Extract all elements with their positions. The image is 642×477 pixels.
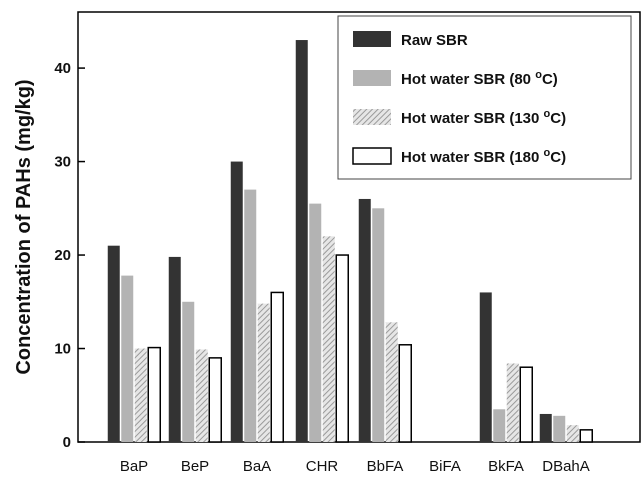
bar-BaP-series-4 [147, 346, 161, 443]
x-axis-tick-labels: BaP BeP BaA CHR BbFA BiFA BkFA DBahA [120, 458, 590, 475]
y-tick-label: 30 [54, 154, 71, 171]
bar-BaA-series-2 [244, 189, 257, 442]
legend: Raw SBR Hot water SBR (80 oC) Hot water SB… [337, 15, 632, 180]
legend-swatch-4 [352, 147, 392, 165]
bar-BaA-series-4 [270, 291, 284, 443]
bar-group-BaA [230, 161, 284, 443]
x-tick-label-BbFA: BbFA [367, 458, 404, 475]
bar-BbFA-series-4 [398, 344, 412, 443]
legend-label-3: Hot water SBR (130 oC) [401, 108, 566, 127]
bar-series [107, 40, 593, 443]
bar-BeP-series-2 [182, 301, 195, 442]
legend-swatch-2 [353, 70, 391, 86]
bar-BbFA-series-1 [358, 198, 371, 442]
bar-CHR-series-4 [335, 254, 349, 443]
y-axis-title: Concentration of PAHs (mg/kg) [13, 79, 35, 374]
y-tick-label: 40 [54, 60, 71, 77]
legend-swatch-1 [353, 31, 391, 47]
x-tick-label-BaP: BaP [120, 458, 148, 475]
bar-BeP-series-1 [168, 256, 181, 442]
x-tick-label-CHR: CHR [306, 458, 339, 475]
bar-DBahA-series-3 [566, 425, 579, 442]
y-tick-label: 10 [54, 341, 71, 358]
bar-group-CHR [295, 40, 349, 443]
bar-BkFA-series-3 [506, 363, 519, 442]
bar-group-DBahA [539, 413, 593, 443]
bar-BeP-series-4 [208, 357, 222, 443]
bar-BkFA-series-2 [493, 409, 506, 442]
legend-label-1: Raw SBR [401, 32, 468, 49]
bar-CHR-series-2 [309, 203, 322, 442]
x-tick-label-BiFA: BiFA [429, 458, 461, 475]
bar-group-BeP [168, 256, 222, 443]
legend-label-2: Hot water SBR (80 oC) [401, 69, 558, 88]
bar-BkFA-series-4 [519, 366, 533, 443]
bar-BbFA-series-2 [372, 208, 385, 442]
bar-DBahA-series-2 [553, 415, 566, 442]
bar-BaA-series-3 [257, 303, 270, 442]
bar-BkFA-series-1 [479, 292, 492, 442]
bar-BaA-series-1 [230, 161, 243, 442]
legend-label-4: Hot water SBR (180 oC) [401, 147, 566, 166]
bar-BeP-series-3 [195, 349, 208, 442]
x-tick-label-BkFA: BkFA [488, 458, 524, 475]
bar-BbFA-series-3 [385, 322, 398, 442]
y-tick-label: 0 [63, 434, 71, 451]
x-tick-label-DBahA: DBahA [542, 458, 590, 475]
bar-group-BbFA [358, 198, 412, 443]
legend-swatch-3 [353, 109, 391, 125]
bar-group-BkFA [479, 292, 533, 443]
y-axis-ticks: 0 10 20 30 40 [54, 60, 85, 451]
y-tick-label: 20 [54, 247, 71, 264]
x-tick-label-BeP: BeP [181, 458, 209, 475]
bar-BaP-series-1 [107, 245, 120, 442]
bar-DBahA-series-4 [579, 429, 593, 443]
x-tick-label-BaA: BaA [243, 458, 271, 475]
bar-CHR-series-3 [322, 236, 335, 442]
bar-DBahA-series-1 [539, 413, 552, 442]
bar-BaP-series-3 [134, 348, 147, 442]
bar-CHR-series-1 [295, 40, 308, 442]
bar-BaP-series-2 [121, 275, 134, 442]
bar-group-BaP [107, 245, 161, 443]
